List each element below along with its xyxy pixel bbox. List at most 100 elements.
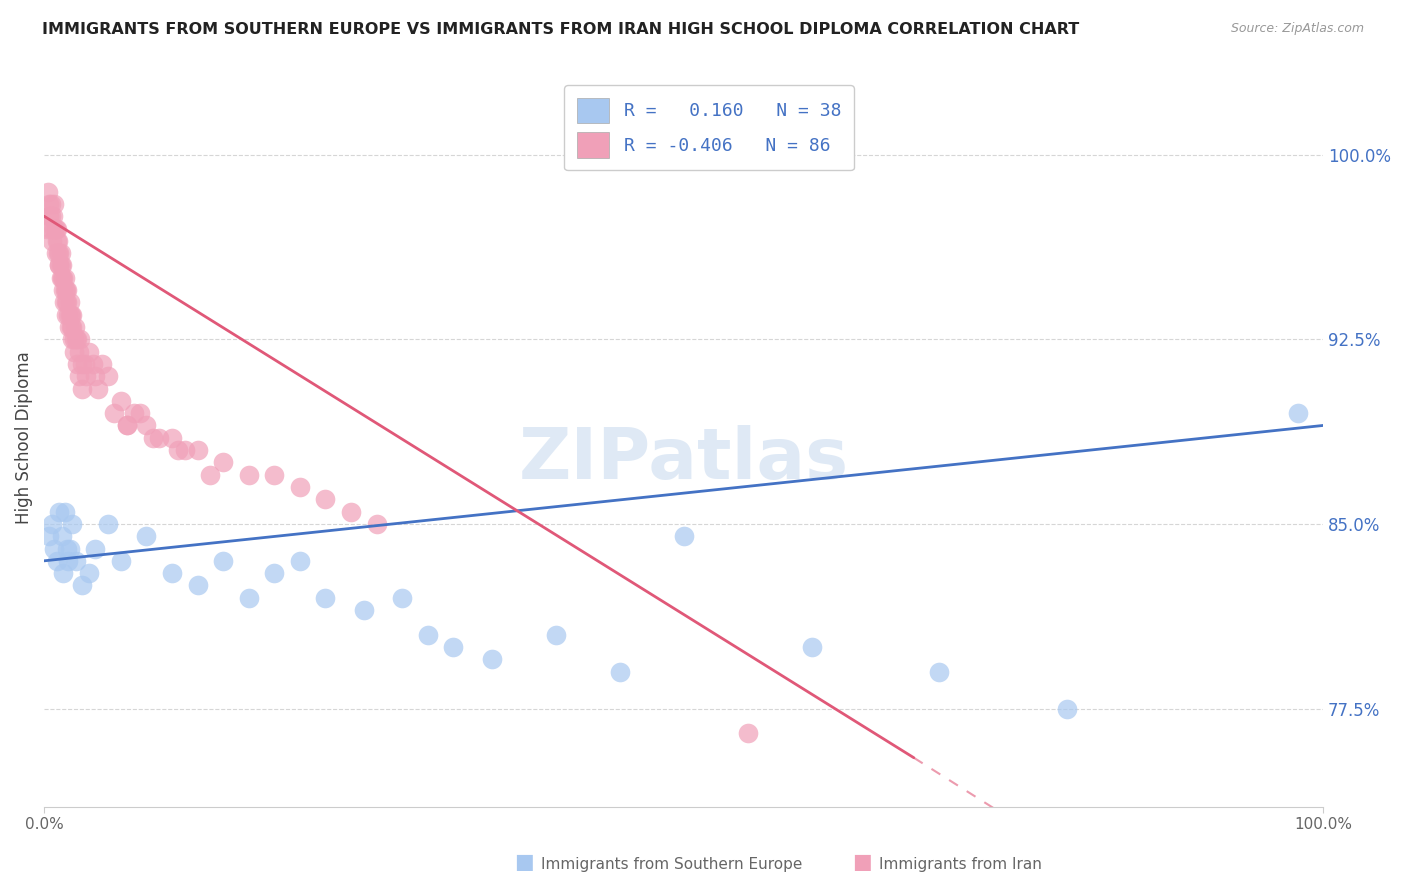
Point (59, 320, 82, 334)
Point (51, 529, 73, 543)
Point (77, 566, 100, 581)
Point (69, 332, 91, 346)
Point (167, 443, 190, 458)
Point (90, 357, 112, 371)
Point (315, 492, 337, 507)
Point (200, 467, 222, 482)
Point (59, 308, 82, 322)
Point (48, 259, 70, 273)
Point (160, 431, 183, 445)
Point (1056, 701, 1078, 715)
Point (800, 640, 823, 654)
Point (45, 554, 67, 568)
Point (97, 369, 120, 384)
Point (37, 185, 59, 199)
Point (39, 197, 62, 211)
Point (315, 591, 337, 605)
Point (48, 259, 70, 273)
Point (55, 283, 77, 297)
Point (75, 369, 97, 384)
Point (44, 541, 66, 556)
Text: ■: ■ (852, 853, 872, 872)
Point (53, 505, 76, 519)
Point (63, 344, 86, 359)
Text: Source: ZipAtlas.com: Source: ZipAtlas.com (1230, 22, 1364, 36)
Point (737, 726, 759, 740)
Point (45, 221, 67, 235)
Point (70, 382, 93, 396)
Point (45, 221, 67, 235)
Point (173, 443, 195, 458)
Point (45, 234, 67, 248)
Legend: R =   0.160   N = 38, R = -0.406   N = 86: R = 0.160 N = 38, R = -0.406 N = 86 (564, 85, 853, 170)
Point (42, 221, 65, 235)
Point (52, 270, 75, 285)
Point (58, 320, 80, 334)
Point (60, 516, 83, 531)
Point (51, 270, 73, 285)
Point (55, 308, 77, 322)
Point (65, 332, 87, 346)
Point (72, 357, 94, 371)
Point (51, 259, 73, 273)
Text: IMMIGRANTS FROM SOUTHERN EUROPE VS IMMIGRANTS FROM IRAN HIGH SCHOOL DIPLOMA CORR: IMMIGRANTS FROM SOUTHERN EUROPE VS IMMIG… (42, 22, 1080, 37)
Point (49, 246, 72, 260)
Text: Immigrants from Southern Europe: Immigrants from Southern Europe (541, 857, 803, 872)
Point (928, 665, 950, 679)
Point (481, 652, 503, 666)
Point (187, 443, 209, 458)
Point (609, 665, 631, 679)
Point (51, 270, 73, 285)
Point (46, 246, 69, 260)
Point (212, 455, 235, 469)
Point (49, 259, 72, 273)
Point (97, 516, 120, 531)
Point (117, 418, 139, 433)
Point (73, 357, 96, 371)
Point (340, 505, 363, 519)
Point (82, 357, 104, 371)
Point (72, 578, 94, 592)
Point (39, 221, 62, 235)
Point (53, 270, 76, 285)
Point (60, 332, 83, 346)
Point (148, 431, 170, 445)
Point (187, 578, 209, 592)
Point (103, 406, 125, 420)
Point (35, 221, 58, 235)
Point (84, 369, 107, 384)
Point (160, 566, 183, 581)
Point (238, 591, 260, 605)
Point (45, 246, 67, 260)
Point (48, 246, 70, 260)
Point (212, 554, 235, 568)
Point (67, 369, 90, 384)
Point (38, 197, 60, 211)
Point (366, 516, 388, 531)
Point (288, 480, 311, 494)
Point (122, 406, 145, 420)
Point (58, 554, 80, 568)
Point (544, 628, 567, 642)
Point (63, 320, 86, 334)
Point (353, 603, 375, 617)
Point (77, 344, 100, 359)
Point (110, 393, 132, 408)
Point (46, 234, 69, 248)
Point (53, 283, 76, 297)
Point (52, 566, 75, 581)
Text: ■: ■ (515, 853, 534, 872)
Point (110, 554, 132, 568)
Text: ZIPatlas: ZIPatlas (519, 425, 849, 494)
Point (84, 541, 107, 556)
Point (416, 628, 439, 642)
Point (39, 209, 62, 223)
Point (48, 505, 70, 519)
Point (60, 308, 83, 322)
Point (672, 529, 695, 543)
Point (58, 308, 80, 322)
Point (62, 332, 84, 346)
Point (42, 209, 65, 223)
Point (44, 197, 66, 211)
Point (441, 640, 464, 654)
